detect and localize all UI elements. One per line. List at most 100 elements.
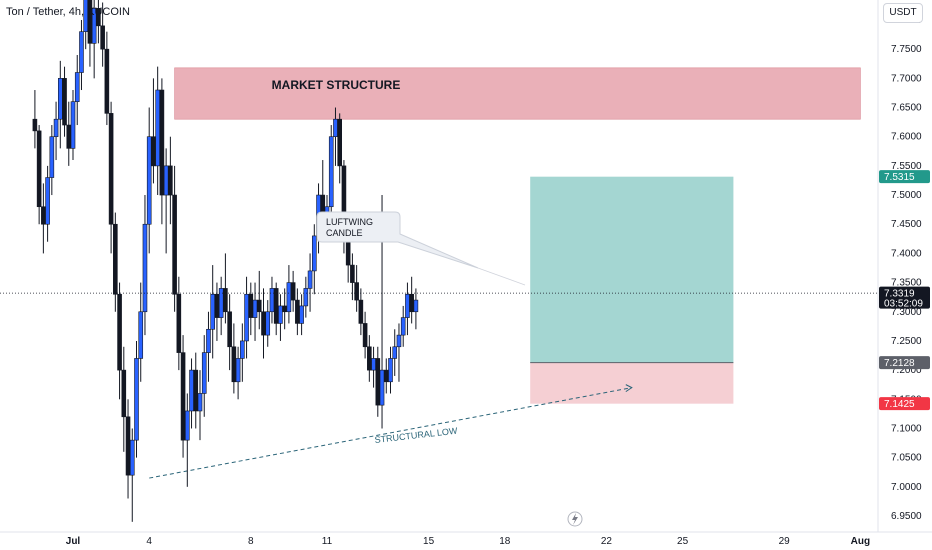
y-tick-label: 7.2500 — [891, 336, 922, 347]
candle-body — [197, 393, 203, 412]
candle-body — [172, 194, 177, 295]
x-tick-label: 8 — [248, 536, 254, 547]
candle-body — [117, 293, 122, 371]
zone-stop_loss — [530, 362, 734, 404]
candle-body — [388, 358, 393, 383]
candle-body — [57, 78, 63, 120]
candle-body — [163, 165, 169, 196]
x-tick-label: Jul — [66, 536, 81, 547]
candle-body — [176, 293, 182, 353]
candle — [180, 335, 186, 458]
x-tick-label: 25 — [677, 536, 689, 547]
candle-body — [223, 288, 228, 313]
candle — [193, 352, 199, 429]
price-label-bg — [879, 170, 930, 184]
y-tick-label: 7.7500 — [891, 44, 922, 55]
candle-body — [36, 130, 42, 208]
callout-bubble — [316, 211, 479, 269]
x-tick-label: 18 — [499, 536, 511, 547]
candle — [371, 346, 376, 388]
candle-body — [286, 282, 292, 313]
candle — [172, 165, 177, 312]
x-tick-label: 29 — [779, 536, 791, 547]
candle-body — [367, 346, 372, 371]
candle-body — [218, 288, 224, 318]
y-tick-label: 7.4500 — [891, 219, 922, 230]
candle-body — [138, 311, 144, 359]
candle — [32, 90, 38, 149]
candle-body — [66, 124, 72, 149]
price-label-value: 7.5315 — [884, 172, 915, 183]
candle-body — [299, 305, 304, 324]
candle-body — [79, 31, 84, 73]
price-label-target: 7.5315 — [879, 170, 930, 184]
candle-body — [307, 270, 313, 289]
price-label-entry: 7.2128 — [879, 356, 930, 370]
candle — [66, 101, 72, 166]
y-tick-label: 7.5000 — [891, 190, 922, 201]
candle-body — [252, 299, 258, 318]
candle — [244, 276, 249, 359]
candle-body — [328, 136, 334, 208]
candle-body — [256, 299, 262, 313]
candle — [299, 294, 304, 336]
candle — [290, 270, 296, 312]
annotation-market-structure: MARKET STRUCTURE — [272, 78, 401, 92]
candle-body — [125, 416, 131, 476]
candle — [303, 276, 309, 318]
candle-body — [290, 282, 296, 301]
currency-badge[interactable]: USDT — [883, 3, 923, 23]
candle — [168, 136, 173, 225]
candle — [311, 224, 317, 295]
candle — [278, 294, 283, 341]
candle — [96, 0, 101, 44]
candle-body — [142, 223, 148, 313]
candle-body — [104, 48, 110, 114]
y-tick-label: 7.2000 — [891, 365, 922, 376]
candle-body — [409, 293, 414, 313]
candle-body — [269, 288, 275, 313]
candle — [240, 323, 245, 382]
y-tick-label: 7.7000 — [891, 73, 922, 84]
candle — [252, 282, 258, 341]
candle-body — [49, 136, 55, 178]
candle-body — [74, 72, 80, 102]
trendline-arrowhead — [625, 384, 633, 393]
candle-body — [295, 299, 300, 324]
candle — [117, 282, 122, 400]
candle-body — [311, 235, 317, 272]
candle — [265, 300, 271, 347]
candle-body — [392, 346, 398, 359]
candle — [337, 113, 343, 184]
candle — [400, 305, 406, 347]
candle — [307, 253, 313, 312]
y-tick-label: 7.0500 — [891, 453, 922, 464]
y-tick-label: 7.3000 — [891, 307, 922, 318]
candle — [100, 2, 105, 67]
candle — [261, 288, 266, 359]
lightning-icon-bolt — [572, 513, 578, 525]
candle — [328, 125, 334, 219]
candle — [396, 323, 402, 382]
candle-body — [121, 369, 127, 418]
candle-body — [413, 299, 419, 313]
zone-take_profit — [530, 176, 734, 363]
structural-low-trendline — [149, 387, 632, 479]
candle-body — [400, 317, 406, 336]
candle — [142, 195, 148, 336]
candle — [129, 428, 135, 522]
candle — [53, 101, 59, 161]
candle-body — [244, 293, 249, 342]
candle-body — [134, 358, 139, 441]
candle — [62, 66, 67, 137]
candle — [248, 282, 254, 336]
candle-body — [146, 136, 152, 225]
candle — [146, 107, 152, 254]
candle — [269, 276, 275, 324]
candle — [197, 370, 203, 441]
candle-body — [155, 89, 160, 167]
candle — [36, 125, 42, 225]
